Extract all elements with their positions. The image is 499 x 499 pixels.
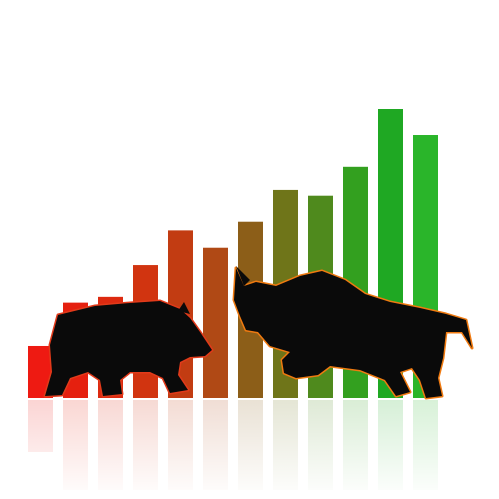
bar-6	[203, 247, 228, 398]
bear-silhouette	[43, 299, 214, 398]
bull-silhouette	[232, 266, 474, 400]
reflection-fade	[0, 398, 499, 499]
